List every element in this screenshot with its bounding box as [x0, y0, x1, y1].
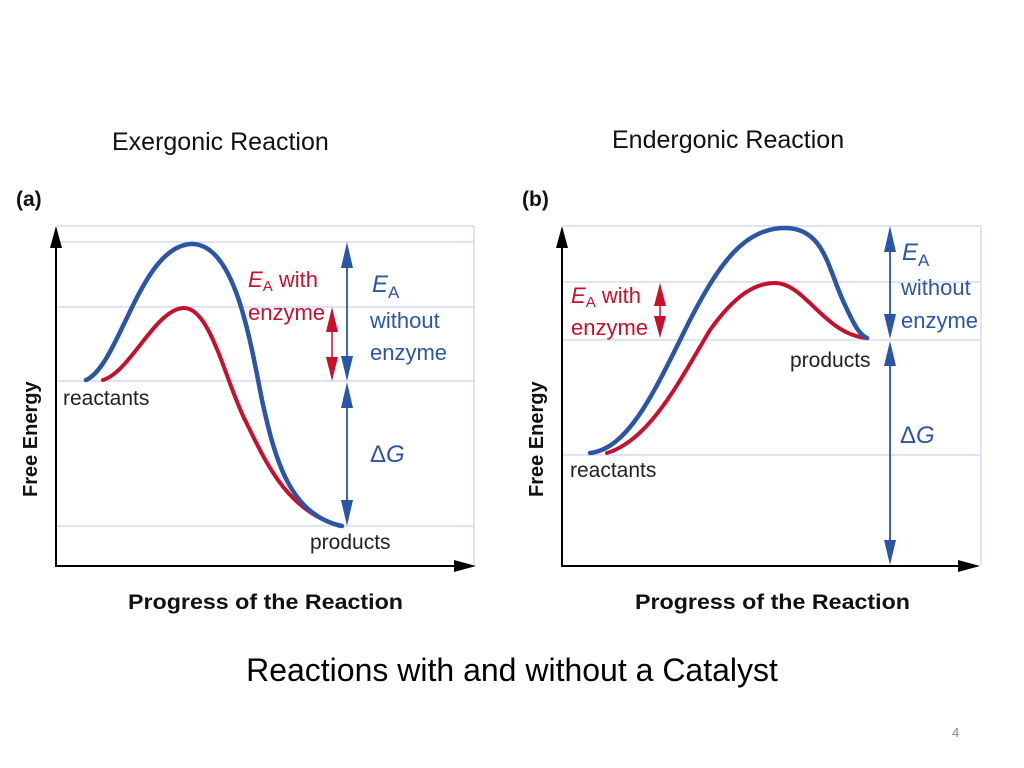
panel-a-delta-g-arrow	[341, 382, 353, 526]
panel-b-ea-with-arrow	[654, 283, 666, 338]
panel-a-curve-with-enzyme	[101, 305, 342, 528]
panel-b-curve-with-enzyme	[605, 280, 869, 455]
panel-a-ea-with-label: EA with	[248, 267, 318, 295]
panel-b: (b)	[522, 188, 982, 614]
slide-caption: Reactions with and without a Catalyst	[246, 652, 778, 688]
panel-b-ea-without-line1: without	[900, 275, 971, 300]
panel-a-products-label: products	[310, 531, 391, 554]
panel-b-label: (b)	[522, 188, 549, 211]
panel-b-products-label: products	[790, 349, 871, 372]
panel-a-label: (a)	[16, 188, 42, 211]
panel-b-reactants-label: reactants	[570, 459, 656, 482]
page-number: 4	[952, 725, 960, 740]
panel-b-y-axis-label: Free Energy	[526, 381, 548, 497]
exergonic-heading: Exergonic Reaction	[112, 128, 329, 156]
panel-a-curve-without-enzyme	[83, 241, 345, 529]
panel-a-ea-without-symbol: EA	[372, 271, 400, 302]
panel-a-y-axis-arrow-icon	[50, 226, 62, 248]
panel-b-x-axis-label: Progress of the Reaction	[635, 591, 910, 614]
panel-b-x-axis-arrow-icon	[958, 560, 980, 572]
panel-a-ea-without-line2: enzyme	[370, 340, 447, 365]
panel-a-reactants-label: reactants	[63, 387, 149, 410]
panel-b-ea-without-arrow	[884, 226, 896, 339]
panel-b-ea-without-symbol: EA	[902, 239, 930, 270]
panel-b-ea-without-line2: enzyme	[901, 308, 978, 333]
panel-a-ea-with-arrow	[326, 307, 338, 381]
panel-b-delta-g-arrow	[884, 341, 896, 565]
panel-b-curve-without-enzyme	[587, 225, 870, 456]
panel-a-delta-g-label: ΔG	[370, 441, 405, 468]
panel-a-gridlines	[57, 225, 475, 565]
endergonic-heading: Endergonic Reaction	[612, 126, 845, 154]
panel-b-ea-with-label-line2: enzyme	[571, 315, 648, 340]
panel-a-ea-with-label-line2: enzyme	[248, 300, 325, 325]
panel-a-y-axis-label: Free Energy	[20, 381, 42, 497]
panel-b-ea-with-label: EA with	[571, 283, 641, 311]
panel-a: (a)	[16, 188, 476, 614]
panel-a-ea-without-arrow	[341, 242, 353, 381]
panel-b-y-axis-arrow-icon	[556, 226, 568, 248]
panel-a-x-axis-arrow-icon	[454, 560, 476, 572]
panel-a-x-axis-label: Progress of the Reaction	[128, 591, 403, 614]
panel-b-delta-g-label: ΔG	[900, 422, 935, 449]
panel-a-ea-without-line1: without	[369, 308, 440, 333]
